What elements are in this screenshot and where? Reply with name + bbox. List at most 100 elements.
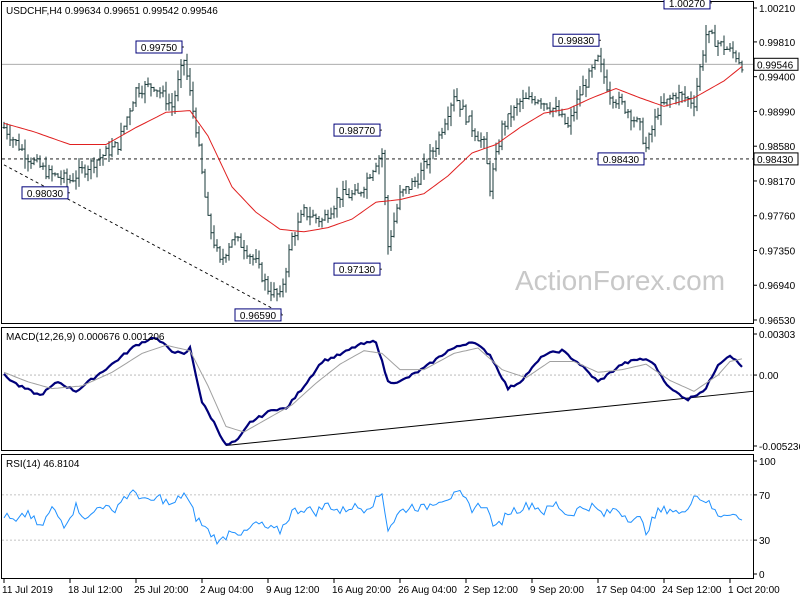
price-bar	[623, 100, 627, 115]
price-bar	[128, 107, 132, 126]
price-bar	[464, 104, 468, 125]
price-bar	[524, 92, 528, 99]
price-bar	[461, 99, 465, 110]
x-tick-label: 2 Sep 12:00	[464, 585, 518, 596]
price-bar	[26, 154, 30, 172]
price-bar	[2, 121, 6, 129]
price-bar	[644, 136, 648, 153]
price-bar	[218, 245, 222, 263]
price-bar	[557, 100, 561, 117]
price-bar	[467, 115, 471, 123]
price-bar	[305, 207, 309, 221]
price-bar	[482, 136, 486, 149]
price-y-tick-label: 0.98580	[759, 142, 796, 153]
annotation-label: 0.98030	[27, 189, 64, 200]
price-bar	[257, 250, 261, 269]
price-bar	[377, 155, 381, 175]
price-bar	[563, 113, 567, 125]
price-bar	[29, 157, 33, 169]
price-bar	[719, 40, 723, 47]
price-bar	[554, 96, 558, 113]
price-bar	[626, 109, 630, 119]
price-bar	[320, 217, 324, 228]
price-bar	[404, 185, 408, 194]
price-bar	[488, 160, 492, 197]
price-bar	[134, 87, 138, 107]
price-bar	[458, 100, 462, 117]
price-bar	[344, 180, 348, 196]
price-bar	[659, 96, 663, 126]
price-bar	[440, 127, 444, 139]
price-bar	[212, 225, 216, 249]
price-bar	[80, 161, 84, 174]
rsi-title: RSI(14) 46.8104	[6, 459, 80, 470]
price-bar	[101, 154, 105, 166]
price-bar	[638, 118, 642, 131]
x-tick-label: 16 Aug 20:00	[332, 585, 391, 596]
price-bar	[287, 244, 291, 278]
price-bar	[68, 174, 72, 184]
price-bar	[44, 156, 48, 180]
price-bar	[314, 213, 318, 224]
price-flag-label: 0.98430	[757, 155, 794, 166]
price-bar	[359, 191, 363, 197]
price-bar	[47, 164, 51, 180]
price-bar	[335, 187, 339, 218]
price-bar	[491, 163, 495, 200]
price-bar	[188, 68, 192, 96]
price-bar	[566, 116, 570, 128]
price-y-tick-label: 0.98990	[759, 107, 796, 118]
watermark: ActionForex.com	[515, 265, 725, 296]
price-bar	[581, 75, 585, 96]
price-bar	[65, 168, 69, 188]
price-annotation: 0.97130	[333, 262, 382, 276]
price-bar	[251, 254, 255, 266]
price-bar	[245, 245, 249, 259]
annotation-label: 1.00270	[669, 0, 706, 10]
price-bar	[620, 93, 624, 105]
price-bar	[347, 188, 351, 199]
macd-y-tick-label: -0.005236	[759, 442, 800, 453]
price-bar	[437, 131, 441, 155]
price-annotation: 0.96590	[234, 308, 283, 322]
price-bar	[683, 86, 687, 103]
price-bar	[653, 108, 657, 137]
annotation-label: 0.99830	[558, 36, 595, 47]
price-y-tick-label: 0.96530	[759, 316, 796, 327]
price-bar	[479, 132, 483, 148]
price-bar	[455, 88, 459, 102]
price-bar	[368, 174, 372, 179]
price-bar	[398, 184, 402, 211]
macd-y-tick-label: 0.00303	[759, 330, 796, 341]
price-bar	[311, 209, 315, 218]
price-bar	[14, 138, 18, 146]
price-bar	[86, 165, 90, 182]
price-bar	[164, 81, 168, 111]
price-bar	[131, 101, 135, 112]
price-bar	[446, 106, 450, 131]
price-y-tick-label: 0.99400	[759, 73, 796, 84]
price-bar	[275, 288, 279, 302]
rsi-y-tick-label: 100	[759, 457, 776, 468]
price-bar	[587, 68, 591, 88]
price-bar	[221, 248, 225, 266]
price-bar	[671, 92, 675, 100]
x-tick-label: 9 Aug 12:00	[266, 585, 320, 596]
price-bar	[686, 95, 690, 108]
rsi-layer	[2, 489, 753, 545]
price-bar	[716, 40, 720, 57]
price-bar	[194, 107, 198, 138]
price-bar	[500, 120, 504, 151]
price-bar	[206, 191, 210, 216]
price-bar	[176, 70, 180, 102]
price-bar	[545, 103, 549, 110]
price-bar	[509, 105, 513, 128]
price-flag-label: 0.99546	[757, 60, 794, 71]
price-annotation: 0.98770	[333, 123, 382, 137]
price-bar	[62, 169, 66, 184]
price-bar	[53, 172, 57, 177]
price-bar	[542, 102, 546, 112]
price-bar	[410, 178, 414, 190]
